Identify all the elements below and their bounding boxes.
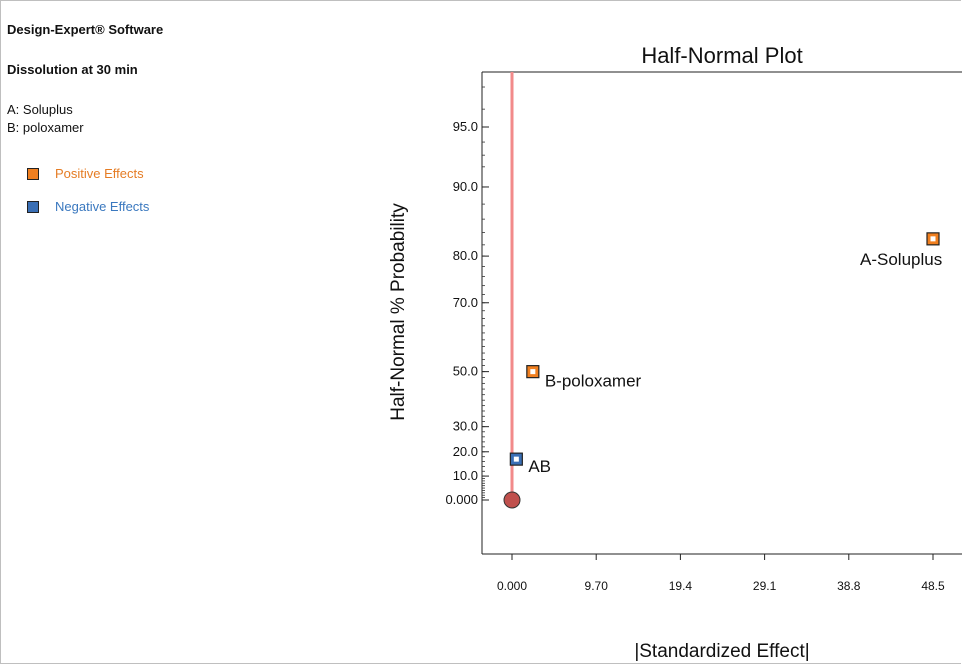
- x-tick-label: 0.000: [497, 579, 527, 593]
- negative-swatch-icon: [27, 200, 39, 213]
- x-tick-label: 29.1: [753, 579, 777, 593]
- y-tick-label: 95.0: [453, 119, 478, 134]
- effect-point-center: [513, 456, 519, 462]
- legend-positive-effects: Positive Effects: [27, 166, 144, 181]
- error-point: [503, 491, 521, 509]
- response-title: Dissolution at 30 min: [7, 62, 138, 77]
- effect-point-center: [530, 369, 536, 375]
- positive-swatch-icon: [27, 167, 39, 180]
- y-tick-label: 80.0: [453, 248, 478, 263]
- y-axis-label: Half-Normal % Probability: [388, 203, 409, 421]
- x-tick-label: 48.5: [921, 579, 945, 593]
- effect-point-center: [930, 236, 936, 242]
- y-tick-label: 50.0: [453, 364, 478, 379]
- y-tick-label: 10.0: [453, 468, 478, 483]
- point-label: AB: [528, 457, 551, 476]
- y-tick-label: 30.0: [453, 419, 478, 434]
- point-label: B-poloxamer: [545, 372, 642, 391]
- legend-negative-effects: Negative Effects: [27, 199, 149, 214]
- software-title: Design-Expert® Software: [7, 22, 164, 37]
- factor-b-label: B: poloxamer: [7, 120, 84, 135]
- legend-negative-label: Negative Effects: [55, 199, 150, 214]
- y-tick-label: 90.0: [453, 179, 478, 194]
- point-label: A-Soluplus: [860, 250, 942, 269]
- x-tick-label: 19.4: [669, 579, 693, 593]
- x-axis-label: |Standardized Effect|: [634, 641, 809, 662]
- y-tick-label: 70.0: [453, 295, 478, 310]
- y-tick-label: 0.000: [445, 492, 478, 507]
- legend-positive-label: Positive Effects: [55, 166, 144, 181]
- x-tick-label: 9.70: [585, 579, 609, 593]
- y-tick-label: 20.0: [453, 444, 478, 459]
- x-tick-label: 38.8: [837, 579, 861, 593]
- factor-a-label: A: Soluplus: [7, 102, 73, 117]
- chart-title: Half-Normal Plot: [641, 43, 802, 68]
